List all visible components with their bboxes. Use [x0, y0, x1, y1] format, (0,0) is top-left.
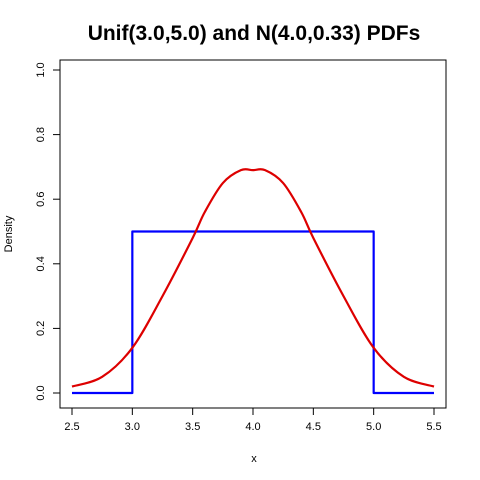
x-tick-label: 2.5 [64, 421, 79, 433]
series-line-normal [71, 168, 435, 388]
x-tick-label: 4.5 [306, 421, 321, 433]
x-axis: 2.5 3.0 3.5 4.0 4.5 5.0 5.5 [64, 407, 442, 433]
y-tick-label: 0.8 [35, 127, 47, 142]
y-tick-label: 0.2 [35, 321, 47, 336]
series-layer [71, 168, 435, 395]
x-tick-label: 5.0 [366, 421, 381, 433]
x-axis-label: x [251, 453, 257, 465]
y-tick-label: 0.0 [35, 385, 47, 400]
x-tick-label: 3.0 [125, 421, 140, 433]
y-tick-label: 0.4 [35, 256, 47, 271]
y-axis: 0.0 0.2 0.4 0.6 0.8 1.0 [35, 62, 61, 401]
series-line-uniform [72, 230, 434, 395]
y-tick-label: 1.0 [35, 62, 47, 77]
y-axis-label: Density [3, 215, 15, 252]
x-tick-label: 4.0 [245, 421, 260, 433]
x-tick-label: 5.5 [426, 421, 441, 433]
x-tick-label: 3.5 [185, 421, 200, 433]
plot-box [59, 59, 447, 409]
y-tick-label: 0.6 [35, 192, 47, 207]
chart-title: Unif(3.0,5.0) and N(4.0,0.33) PDFs [88, 22, 421, 45]
